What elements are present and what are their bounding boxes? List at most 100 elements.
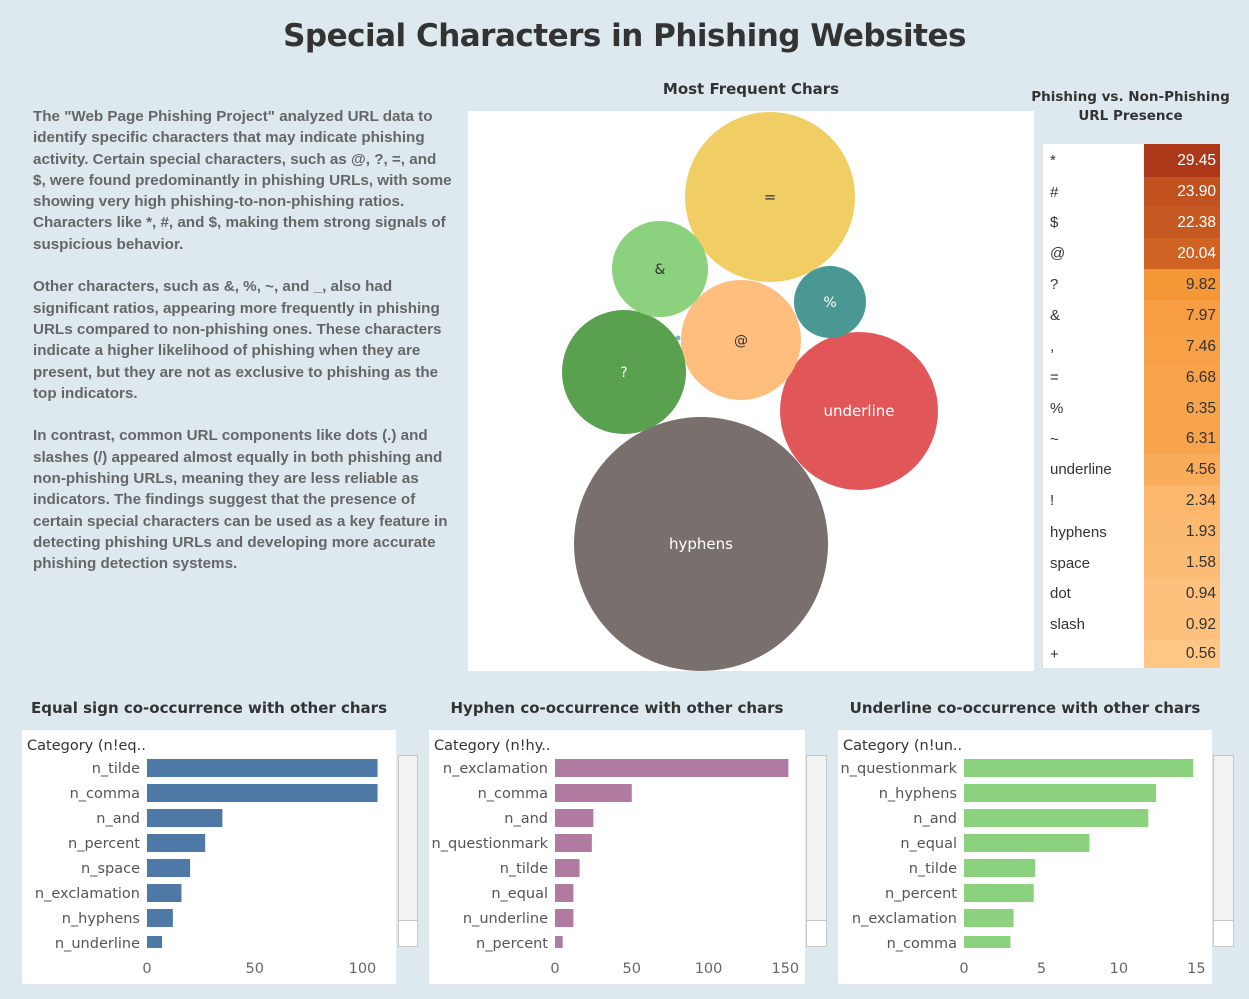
- bar-n-tilde[interactable]: [964, 859, 1036, 877]
- ratio-row-underline[interactable]: underline 4.56: [1043, 454, 1220, 485]
- category-header[interactable]: Category (n!eq..: [27, 738, 146, 754]
- bubble-ampersand[interactable]: &: [612, 221, 708, 317]
- bar-category-label: n_exclamation: [35, 886, 140, 902]
- ratio-table[interactable]: * 29.45 #23.90 $22.38 @20.04? 9.82 & 7.97, 7.46 =…: [1042, 143, 1220, 668]
- equal-chart-scroll-thumb[interactable]: [398, 920, 418, 947]
- x-tick-label: 100: [349, 961, 377, 977]
- hyphen-chart-scrollbar[interactable]: [806, 755, 827, 947]
- ratio-row-label: hyphens: [1043, 516, 1144, 548]
- bubble-chart[interactable]: hyphens = underline @? &%: [468, 111, 1034, 671]
- bar-chart-svg: Category (n!eq.. n_tilde n_comma n_and n_per…: [27, 738, 378, 977]
- ratio-row-label: underline: [1043, 454, 1144, 485]
- bubble-circle[interactable]: [562, 310, 686, 434]
- bar-category-label: n_tilde: [92, 761, 140, 777]
- bubble-percent[interactable]: %: [794, 266, 866, 338]
- bubble-at[interactable]: @: [681, 280, 801, 400]
- equal-cooccurrence-chart[interactable]: Category (n!eq.. n_tilde n_comma n_and n_per…: [22, 730, 396, 984]
- underline-cooccurrence-chart[interactable]: Category (n!un.. n_questionmark n_hyphens n…: [838, 730, 1212, 984]
- bar-n-tilde[interactable]: [555, 859, 580, 877]
- ratio-row-equal[interactable]: = 6.68: [1043, 362, 1220, 393]
- ratio-row-label: ,: [1043, 331, 1144, 362]
- bar-category-label: n_underline: [55, 936, 140, 952]
- bar-n-questionmark[interactable]: [555, 834, 592, 852]
- bar-n-comma[interactable]: [555, 784, 632, 802]
- bubble-circle[interactable]: [794, 266, 866, 338]
- bar-chart-svg: Category (n!un.. n_questionmark n_hyphensn…: [841, 738, 1206, 977]
- bar-n-hyphens[interactable]: [964, 784, 1157, 802]
- bubble-label: underline: [823, 402, 894, 420]
- ratio-row-at[interactable]: @20.04: [1043, 238, 1220, 269]
- bar-n-and[interactable]: [555, 809, 594, 827]
- ratio-row-asterisk[interactable]: * 29.45: [1043, 144, 1220, 177]
- bubble-small-dot: [675, 335, 681, 341]
- hyphen-cooccurrence-chart[interactable]: Category (n!hy.. n_exclamation n_comma n_an…: [429, 730, 805, 984]
- bubble-question[interactable]: ?: [562, 310, 686, 434]
- ratio-row-exclamation[interactable]: ! 2.34: [1043, 485, 1220, 516]
- ratio-row-hash[interactable]: #23.90: [1043, 177, 1220, 207]
- bar-n-questionmark[interactable]: [964, 759, 1194, 777]
- bar-n-exclamation[interactable]: [147, 884, 182, 902]
- ratio-row-label: space: [1043, 548, 1144, 578]
- bar-n-and[interactable]: [147, 809, 223, 827]
- bubble-circle[interactable]: [681, 280, 801, 400]
- ratio-row-comma[interactable]: , 7.46: [1043, 331, 1220, 362]
- ratio-row-question[interactable]: ? 9.82: [1043, 269, 1220, 300]
- bar-n-underline[interactable]: [147, 936, 163, 948]
- bar-n-exclamation[interactable]: [964, 909, 1014, 927]
- bar-n-underline[interactable]: [555, 909, 574, 927]
- ratio-row-slash[interactable]: slash 0.92: [1043, 609, 1220, 640]
- bar-category-label: n_space: [81, 861, 140, 877]
- bar-category-label: n_questionmark: [841, 761, 958, 777]
- bubble-label: hyphens: [669, 535, 733, 553]
- ratio-row-dollar[interactable]: $22.38: [1043, 207, 1220, 238]
- hyphen-chart-scroll-thumb[interactable]: [806, 920, 827, 947]
- ratio-row-dot[interactable]: dot 0.94: [1043, 578, 1220, 609]
- ratio-row-ampersand[interactable]: & 7.97: [1043, 300, 1220, 331]
- bubble-label: @: [734, 333, 748, 349]
- bubble-equal[interactable]: =: [685, 112, 855, 282]
- ratio-row-space[interactable]: space 1.58: [1043, 548, 1220, 578]
- bubble-underline[interactable]: underline: [780, 332, 938, 490]
- bar-n-exclamation[interactable]: [555, 759, 789, 777]
- ratio-row-plus[interactable]: +0.56: [1043, 640, 1220, 668]
- bubble-circle[interactable]: [612, 221, 708, 317]
- bubble-circle[interactable]: [685, 112, 855, 282]
- narrative-paragraph-2: Other characters, such as &, %, ~, and _…: [33, 278, 442, 402]
- ratio-row-label: =: [1043, 362, 1144, 393]
- ratio-row-value: 0.92: [1144, 609, 1220, 640]
- ratio-row-value: 20.04: [1144, 238, 1220, 269]
- ratio-row-value: 7.46: [1144, 331, 1220, 362]
- bar-n-comma[interactable]: [147, 784, 378, 802]
- bar-n-tilde[interactable]: [147, 759, 378, 777]
- bubble-label: =: [764, 188, 777, 206]
- bar-category-label: n_and: [504, 811, 548, 827]
- ratio-row-label: ?: [1043, 269, 1144, 300]
- bar-n-space[interactable]: [147, 859, 191, 877]
- bar-n-comma[interactable]: [964, 936, 1011, 948]
- ratio-row-percent[interactable]: % 6.35: [1043, 393, 1220, 424]
- bar-category-label: n_percent: [885, 886, 957, 902]
- category-header[interactable]: Category (n!un..: [843, 738, 962, 754]
- ratio-row-label: +: [1043, 640, 1144, 668]
- bar-category-label: n_percent: [68, 836, 140, 852]
- bubble-circle[interactable]: [780, 332, 938, 490]
- narrative-text: The "Web Page Phishing Project" analyzed…: [33, 106, 453, 596]
- equal-chart-scrollbar[interactable]: [398, 755, 418, 947]
- ratio-row-label: &: [1043, 300, 1144, 331]
- bar-n-equal[interactable]: [964, 834, 1090, 852]
- bar-n-percent[interactable]: [964, 884, 1034, 902]
- bar-n-hyphens[interactable]: [147, 909, 173, 927]
- underline-chart-scrollbar[interactable]: [1213, 755, 1234, 947]
- bar-n-equal[interactable]: [555, 884, 574, 902]
- x-tick-label: 10: [1110, 961, 1128, 977]
- bubble-label: %: [823, 295, 836, 311]
- bubble-hyphens[interactable]: hyphens: [574, 417, 828, 671]
- bar-n-percent[interactable]: [555, 936, 563, 948]
- bar-n-percent[interactable]: [147, 834, 206, 852]
- bar-n-and[interactable]: [964, 809, 1149, 827]
- bubble-circle[interactable]: [574, 417, 828, 671]
- ratio-row-hyphens[interactable]: hyphens 1.93: [1043, 516, 1220, 548]
- category-header[interactable]: Category (n!hy..: [434, 738, 550, 754]
- underline-chart-scroll-thumb[interactable]: [1213, 920, 1234, 947]
- ratio-row-tilde[interactable]: ~6.31: [1043, 424, 1220, 454]
